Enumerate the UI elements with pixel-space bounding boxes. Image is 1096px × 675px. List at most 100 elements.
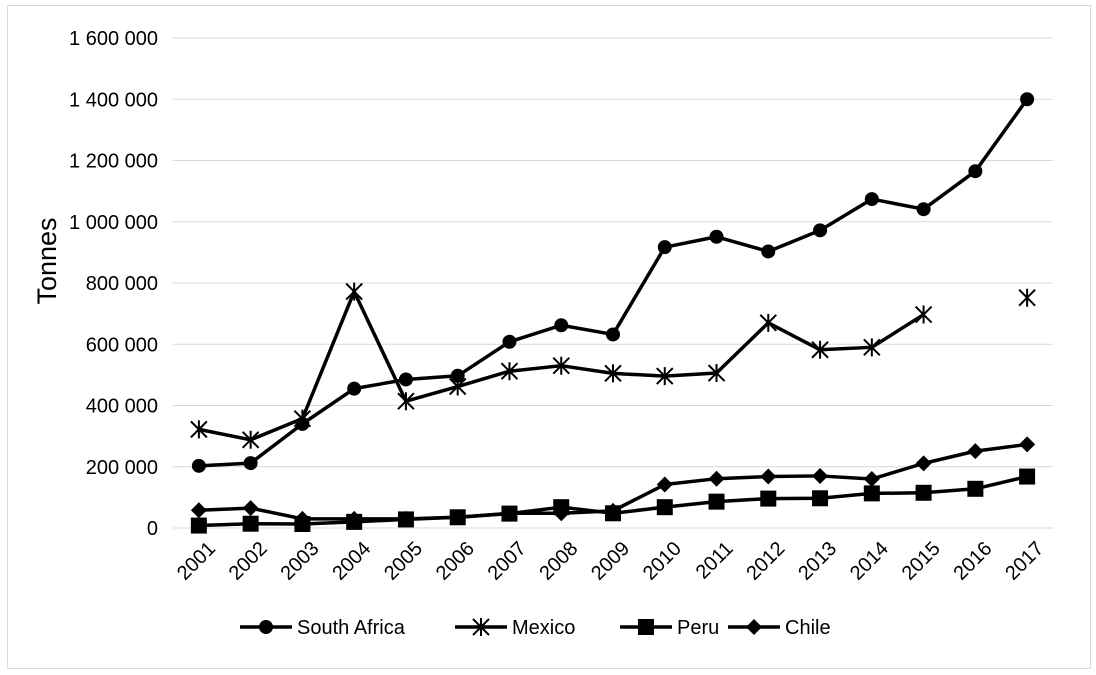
data-point-peru bbox=[760, 490, 777, 507]
data-point-mexico bbox=[1018, 288, 1036, 307]
data-point-chile bbox=[242, 500, 259, 517]
data-point-mexico bbox=[707, 364, 726, 383]
x-tick-label: 2017 bbox=[1001, 538, 1048, 585]
x-tick-label: 2015 bbox=[898, 538, 945, 585]
data-point-chile bbox=[863, 471, 880, 487]
y-tick-label: 200 000 bbox=[86, 457, 158, 479]
data-point-south-africa bbox=[347, 381, 362, 396]
legend-item-mexico: Mexico bbox=[455, 617, 575, 639]
data-point-chile bbox=[1019, 436, 1036, 453]
data-point-peru bbox=[915, 484, 932, 501]
legend-marker-south-africa bbox=[259, 620, 273, 634]
legend-marker-mexico bbox=[472, 618, 490, 636]
x-tick-label: 2016 bbox=[949, 538, 996, 585]
data-point-mexico bbox=[293, 409, 312, 428]
data-point-peru bbox=[1019, 468, 1036, 485]
data-point-mexico bbox=[345, 282, 363, 301]
data-point-south-africa bbox=[968, 164, 983, 179]
x-axis-tick-labels: 2001 2002 2003 2004 2005 2006 2007 2008 2009 2010… bbox=[173, 538, 1048, 585]
y-tick-label: 0 bbox=[147, 518, 158, 540]
y-tick-label: 400 000 bbox=[86, 396, 158, 418]
y-tick-label: 1 400 000 bbox=[69, 89, 158, 111]
data-point-chile bbox=[760, 468, 777, 485]
y-tick-label: 1 000 000 bbox=[69, 212, 158, 234]
data-point-south-africa bbox=[1020, 92, 1035, 107]
x-tick-label: 2004 bbox=[328, 538, 375, 585]
x-tick-label: 2011 bbox=[692, 538, 738, 584]
data-point-peru bbox=[708, 493, 725, 510]
data-point-peru bbox=[863, 485, 880, 502]
data-point-chile bbox=[294, 510, 311, 527]
data-point-peru bbox=[656, 499, 673, 516]
data-point-chile bbox=[812, 467, 829, 484]
legend: South Africa Mexico Peru Chile bbox=[240, 617, 831, 639]
y-axis-tick-labels: 0 200 000 400 000 600 000 800 000 1 000 000 1 … bbox=[69, 28, 158, 540]
x-tick-label: 2001 bbox=[173, 538, 220, 585]
legend-label-south-africa: South Africa bbox=[297, 617, 406, 639]
data-point-south-africa bbox=[864, 192, 879, 207]
data-point-chile bbox=[967, 443, 984, 460]
series-mexico bbox=[190, 282, 1036, 449]
legend-label-mexico: Mexico bbox=[512, 617, 575, 639]
x-tick-label: 2005 bbox=[380, 538, 427, 585]
data-point-mexico bbox=[397, 392, 415, 411]
series-peru bbox=[190, 468, 1036, 534]
legend-marker-peru bbox=[638, 619, 654, 635]
data-point-mexico bbox=[914, 305, 933, 324]
data-point-chile bbox=[501, 505, 518, 522]
data-point-mexico bbox=[500, 362, 519, 381]
data-point-south-africa bbox=[243, 456, 258, 471]
data-point-mexico bbox=[448, 377, 467, 396]
gridlines bbox=[173, 37, 1053, 529]
legend-marker-chile bbox=[746, 619, 762, 635]
data-point-south-africa bbox=[916, 202, 931, 217]
x-tick-label: 2014 bbox=[846, 538, 893, 585]
data-point-chile bbox=[346, 510, 363, 527]
data-point-south-africa bbox=[761, 244, 776, 259]
y-tick-label: 1 200 000 bbox=[69, 151, 158, 173]
data-point-south-africa bbox=[191, 458, 206, 473]
data-point-south-africa bbox=[813, 223, 828, 238]
data-point-peru bbox=[812, 490, 829, 507]
x-tick-label: 2009 bbox=[587, 538, 634, 585]
x-tick-label: 2008 bbox=[535, 538, 582, 585]
x-tick-label: 2013 bbox=[794, 538, 841, 585]
data-point-mexico bbox=[656, 367, 674, 386]
legend-label-peru: Peru bbox=[677, 617, 719, 639]
line-chart: Tonnes 0 200 000 400 000 600 000 800 000 1 00… bbox=[32, 28, 1053, 639]
y-tick-label: 600 000 bbox=[86, 334, 158, 356]
data-point-mexico bbox=[863, 338, 881, 357]
data-point-mexico bbox=[604, 364, 622, 383]
series-layer bbox=[190, 92, 1036, 534]
series-chile bbox=[190, 436, 1036, 527]
x-tick-label: 2007 bbox=[484, 538, 531, 585]
data-point-mexico bbox=[190, 420, 208, 439]
data-point-mexico bbox=[811, 340, 829, 359]
data-point-mexico bbox=[241, 430, 260, 449]
chart-frame: Tonnes 0 200 000 400 000 600 000 800 000 1 00… bbox=[7, 5, 1091, 669]
data-point-chile bbox=[605, 502, 621, 519]
data-point-south-africa bbox=[450, 368, 465, 383]
data-point-peru bbox=[242, 515, 259, 532]
x-tick-label: 2012 bbox=[742, 538, 789, 585]
x-tick-label: 2010 bbox=[639, 538, 686, 585]
x-tick-label: 2003 bbox=[277, 538, 324, 585]
data-point-south-africa bbox=[657, 240, 672, 255]
data-point-peru bbox=[190, 517, 207, 534]
legend-item-south-africa: South Africa bbox=[240, 617, 406, 639]
data-point-chile bbox=[553, 505, 570, 522]
data-point-chile bbox=[708, 470, 725, 487]
legend-label-chile: Chile bbox=[785, 617, 831, 639]
data-point-south-africa bbox=[709, 229, 724, 244]
legend-item-chile: Chile bbox=[728, 617, 831, 639]
data-point-chile bbox=[449, 509, 466, 526]
x-tick-label: 2002 bbox=[225, 538, 272, 585]
data-point-south-africa bbox=[554, 318, 569, 333]
data-point-south-africa bbox=[398, 372, 413, 387]
y-tick-label: 800 000 bbox=[86, 273, 158, 295]
data-point-chile bbox=[915, 455, 932, 472]
data-point-south-africa bbox=[606, 327, 620, 342]
x-tick-label: 2006 bbox=[432, 538, 479, 585]
legend-item-peru: Peru bbox=[620, 617, 719, 639]
data-point-chile bbox=[397, 510, 414, 527]
